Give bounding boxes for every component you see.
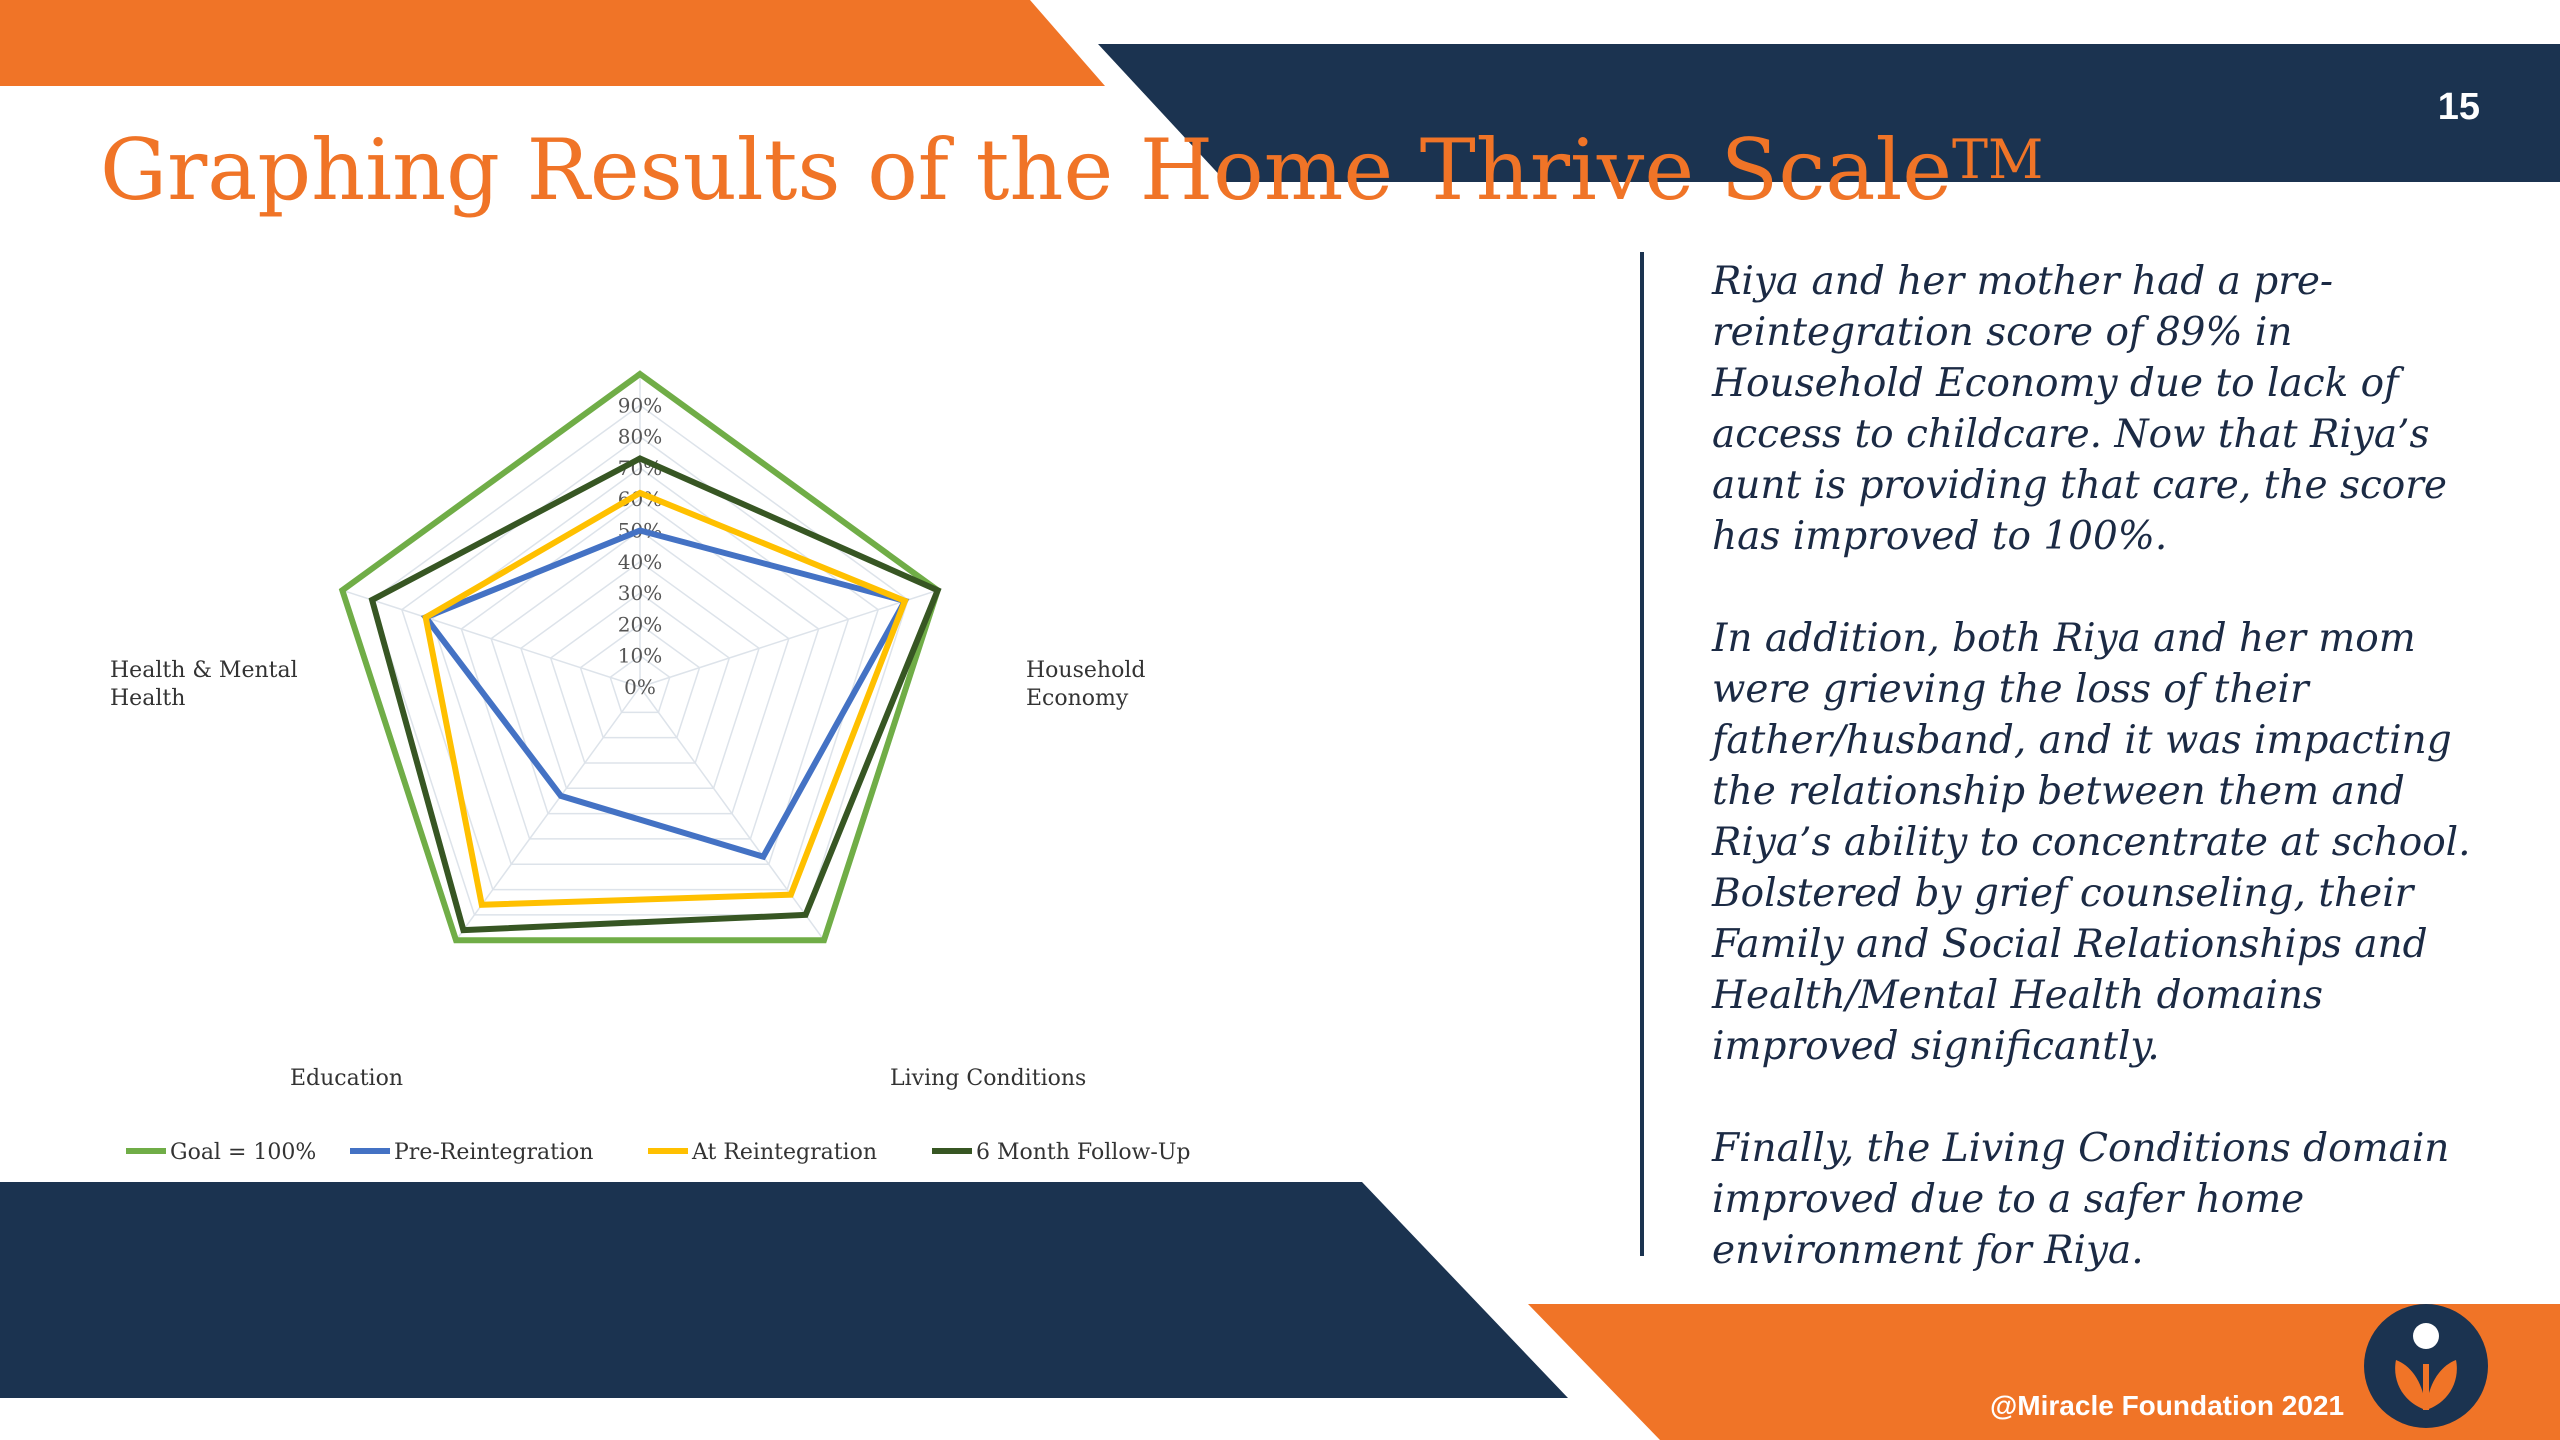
narrative-text: Riya and her mother had a pre-reintegrat… (1712, 256, 2512, 1327)
grid-spoke (639, 589, 938, 688)
slide-title: Graphing Results of the Home Thrive Scal… (100, 108, 2043, 232)
category-labels: Family & Social Relationships 100%Househ… (110, 658, 1145, 1091)
grid-spoke (342, 589, 641, 688)
radar-series (338, 370, 942, 944)
axis-tick-label: 40% (618, 550, 662, 574)
axis-tick-label: 80% (618, 425, 662, 449)
series-line (420, 527, 910, 861)
chart-legend: Goal = 100% Pre-Reintegration At Reintegra… (126, 1140, 1190, 1165)
footer-credit: @Miracle Foundation 2021 (1990, 1390, 2345, 1421)
category-label: Living Conditions (890, 1066, 1086, 1091)
narrative-paragraph-1: Riya and her mother had a pre-reintegrat… (1712, 259, 2448, 559)
bottom-orange-band (1528, 1304, 2560, 1440)
axis-tick-label: 90% (618, 393, 662, 417)
grid-ring (579, 623, 701, 739)
category-label: Education (290, 1066, 403, 1091)
grid-spoke (455, 686, 641, 941)
legend-label: Goal = 100% (170, 1140, 316, 1165)
vertical-divider (1640, 252, 1644, 1256)
grid-spoke (639, 686, 825, 941)
legend-label: At Reintegration (691, 1140, 877, 1165)
axis-tick-label: 20% (618, 612, 662, 636)
grid-ring (460, 498, 820, 840)
axis-tick-label: 30% (618, 581, 662, 605)
trademark-mark: TM (1952, 128, 2044, 191)
bottom-navy-band (0, 1182, 1568, 1398)
category-label: Household Economy (1026, 658, 1145, 711)
grid-ring (549, 592, 731, 764)
miracle-foundation-logo-icon (2364, 1304, 2488, 1428)
narrative-paragraph-2: In addition, both Riya and her mom were … (1712, 616, 2471, 1069)
series-line (338, 370, 942, 944)
radar-chart: 0%10%20%30%40%50%60%70%80%90% Family & S… (110, 370, 1190, 1165)
legend-label: 6 Month Follow-Up (976, 1140, 1190, 1165)
grid-ring (490, 529, 790, 815)
page-number: 15 (2437, 86, 2480, 128)
legend-label: Pre-Reintegration (394, 1140, 593, 1165)
series-line (422, 489, 909, 908)
series-line (368, 455, 942, 934)
axis-tick-label: 0% (624, 675, 656, 699)
radial-axis-ticks: 0%10%20%30%40%50%60%70%80%90% (618, 393, 662, 699)
top-navy-band (1098, 44, 2560, 182)
category-label: Health & Mental Health (110, 658, 298, 711)
axis-tick-label: 10% (618, 644, 662, 668)
grid-ring (609, 654, 671, 714)
grid-ring (371, 404, 909, 916)
slide-title-text: Graphing Results of the Home Thrive Scal… (100, 121, 1953, 219)
grid-ring (520, 560, 760, 790)
narrative-paragraph-3: Finally, the Living Conditions domain im… (1712, 1126, 2450, 1273)
top-orange-band (0, 0, 1105, 86)
